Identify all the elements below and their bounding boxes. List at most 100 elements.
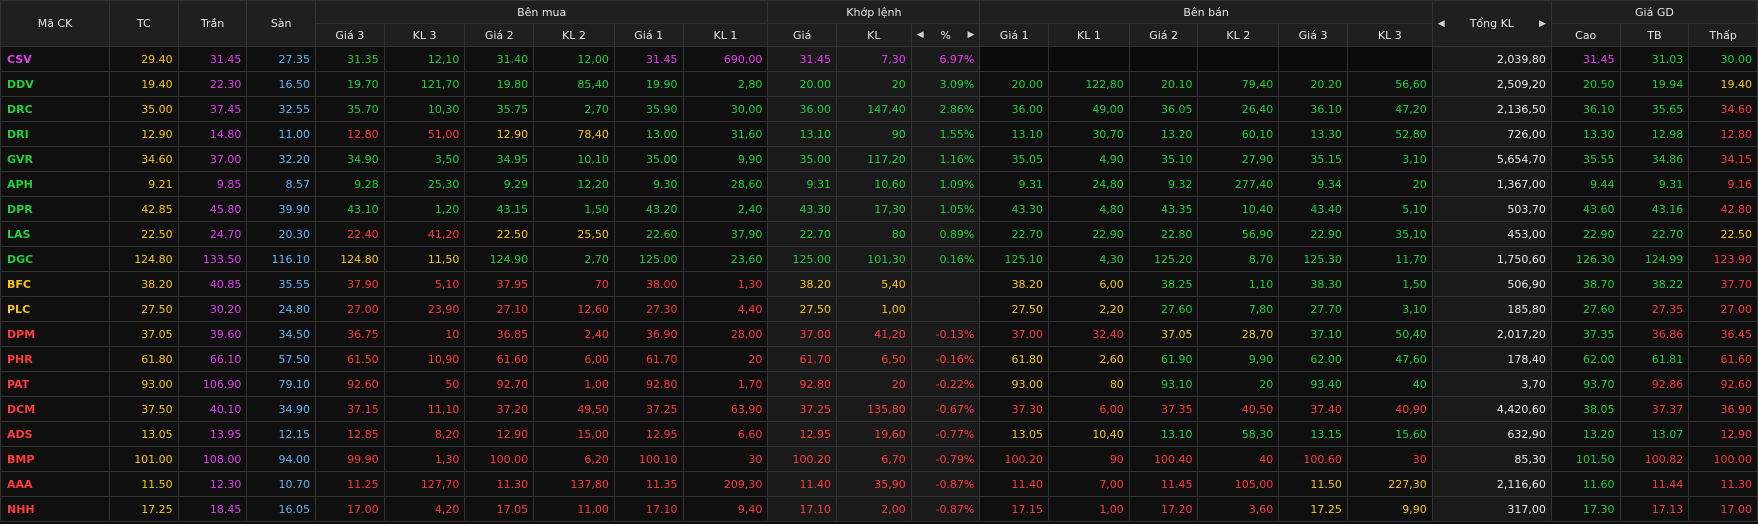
sell-3-volume-cell: 50,40 (1346, 321, 1433, 347)
table-row[interactable]: DPM 37.05 39.60 34.50 36.75 10 36.85 2,40 36.90 2… (0, 321, 1758, 347)
header-tran[interactable]: Trần (177, 0, 248, 47)
header-tb[interactable]: TB (1619, 23, 1690, 47)
buy-1-volume-cell: 2,40 (682, 196, 769, 222)
symbol-cell[interactable]: DRI (0, 121, 111, 147)
symbol-cell[interactable]: DRC (0, 96, 111, 122)
high-price-cell: 17.30 (1550, 496, 1621, 522)
header-cao[interactable]: Cao (1550, 23, 1621, 47)
symbol-cell[interactable]: AAA (0, 471, 111, 497)
header-buy-gia3[interactable]: Giá 3 (315, 23, 385, 47)
table-row[interactable]: DRC 35.00 37.45 32.55 35.70 10,30 35.75 2,70 35.… (0, 96, 1758, 122)
header-tong-kl[interactable]: ◀ Tổng KL ▶ (1431, 0, 1552, 47)
high-price-cell: 101.50 (1550, 446, 1621, 472)
table-row[interactable]: GVR 34.60 37.00 32.20 34.90 3,50 34.95 10,10 35.… (0, 146, 1758, 172)
caret-left-icon[interactable]: ◀ (1437, 18, 1445, 29)
symbol-cell[interactable]: DPM (0, 321, 111, 347)
table-row[interactable]: DCM 37.50 40.10 34.90 37.15 11,10 37.20 49,50 37… (0, 396, 1758, 422)
caret-right-icon[interactable]: ▶ (1538, 18, 1546, 29)
sell-3-volume-cell: 47,20 (1346, 96, 1433, 122)
match-price-cell: 22.70 (767, 221, 837, 247)
match-volume-cell: 19,60 (836, 421, 912, 447)
ref-price-cell: 38.20 (109, 271, 179, 297)
symbol-cell[interactable]: GVR (0, 146, 111, 172)
header-ma-ck[interactable]: Mã CK (0, 0, 111, 47)
symbol-cell[interactable]: ADS (0, 421, 111, 447)
avg-price-cell: 34.86 (1619, 146, 1690, 172)
match-change-pct-cell: 6.97% (910, 46, 981, 72)
symbol-cell[interactable]: DCM (0, 396, 111, 422)
table-row[interactable]: PHR 61.80 66.10 57.50 61.50 10,90 61.60 6,00 61.… (0, 346, 1758, 372)
buy-3-price-cell: 99.90 (315, 446, 385, 472)
table-row[interactable]: BFC 38.20 40.85 35.55 37.90 5,10 37.95 70 38.00 1… (0, 271, 1758, 297)
symbol-cell[interactable]: PAT (0, 371, 111, 397)
header-buy-kl1[interactable]: KL 1 (682, 23, 769, 47)
symbol-cell[interactable]: PHR (0, 346, 111, 372)
table-row[interactable]: DPR 42.85 45.80 39.90 43.10 1,20 43.15 1,50 43.2… (0, 196, 1758, 222)
symbol-cell[interactable]: APH (0, 171, 111, 197)
header-sell-gia2[interactable]: Giá 2 (1128, 23, 1199, 47)
header-buy-gia2[interactable]: Giá 2 (464, 23, 535, 47)
table-row[interactable]: DRI 12.90 14.80 11.00 12.80 51,00 12.90 78,40 13… (0, 121, 1758, 147)
avg-price-cell: 31.03 (1619, 46, 1690, 72)
table-row[interactable]: APH 9.21 9.85 8.57 9.28 25,30 9.29 12,20 9.30 28,… (0, 171, 1758, 197)
sell-1-volume-cell: 2,20 (1048, 296, 1130, 322)
floor-price-cell: 16.05 (246, 496, 316, 522)
symbol-cell[interactable]: DGC (0, 246, 111, 272)
total-volume-cell: 1,367,00 (1431, 171, 1552, 197)
header-match-kl[interactable]: KL (836, 23, 912, 47)
match-volume-cell: 6,70 (836, 446, 912, 472)
symbol-cell[interactable]: LAS (0, 221, 111, 247)
match-price-cell: 92.80 (767, 371, 837, 397)
table-row[interactable]: PLC 27.50 30.20 24.80 27.00 23,90 27.10 12,60 27… (0, 296, 1758, 322)
symbol-cell[interactable]: BMP (0, 446, 111, 472)
symbol-cell[interactable]: DDV (0, 71, 111, 97)
header-match-gia[interactable]: Giá (767, 23, 837, 47)
floor-price-cell: 39.90 (246, 196, 316, 222)
table-row[interactable]: DGC 124.80 133.50 116.10 124.80 11,50 124.90 2,… (0, 246, 1758, 272)
total-volume-cell: 85,30 (1431, 446, 1552, 472)
symbol-cell[interactable]: PLC (0, 296, 111, 322)
header-sell-kl1[interactable]: KL 1 (1048, 23, 1130, 47)
table-row[interactable]: ADS 13.05 13.95 12.15 12.85 8,20 12.90 15,00 12.… (0, 421, 1758, 447)
table-row[interactable]: PAT 93.00 106.90 79.10 92.60 50 92.70 1,00 92.80… (0, 371, 1758, 397)
header-sell-kl2[interactable]: KL 2 (1197, 23, 1280, 47)
caret-right-icon[interactable]: ▶ (967, 30, 975, 40)
header-san[interactable]: Sàn (246, 0, 316, 47)
header-thap[interactable]: Thấp (1688, 23, 1758, 47)
total-volume-cell: 3,70 (1431, 371, 1552, 397)
table-row[interactable]: AAA 11.50 12.30 10.70 11.25 127,70 11.30 137,80… (0, 471, 1758, 497)
header-sell-kl3[interactable]: KL 3 (1346, 23, 1433, 47)
header-sell-gia1[interactable]: Giá 1 (979, 23, 1050, 47)
sell-2-price-cell: 37.35 (1128, 396, 1199, 422)
sell-1-price-cell: 43.30 (979, 196, 1050, 222)
symbol-cell[interactable]: DPR (0, 196, 111, 222)
header-buy-gia1[interactable]: Giá 1 (613, 23, 684, 47)
buy-2-volume-cell: 6,00 (533, 346, 615, 372)
low-price-cell: 36.45 (1688, 321, 1758, 347)
ref-price-cell: 29.40 (109, 46, 179, 72)
table-row[interactable]: LAS 22.50 24.70 20.30 22.40 41,20 22.50 25,50 22… (0, 221, 1758, 247)
sell-3-volume-cell: 56,60 (1346, 71, 1433, 97)
header-buy-kl2[interactable]: KL 2 (533, 23, 615, 47)
table-row[interactable]: BMP 101.00 108.00 94.00 99.90 1,30 100.00 6,20 1… (0, 446, 1758, 472)
header-tc[interactable]: TC (109, 0, 179, 47)
symbol-cell[interactable]: NHH (0, 496, 111, 522)
header-buy-kl3[interactable]: KL 3 (383, 23, 466, 47)
buy-2-volume-cell: 2,70 (533, 246, 615, 272)
buy-2-volume-cell: 12,00 (533, 46, 615, 72)
buy-1-volume-cell: 28,00 (682, 321, 769, 347)
table-row[interactable]: DDV 19.40 22.30 16.50 19.70 121,70 19.80 85,40 1… (0, 71, 1758, 97)
sell-1-volume-cell: 22,90 (1048, 221, 1130, 247)
header-sell-gia3[interactable]: Giá 3 (1278, 23, 1348, 47)
symbol-cell[interactable]: BFC (0, 271, 111, 297)
symbol-cell[interactable]: CSV (0, 46, 111, 72)
table-row[interactable]: CSV 29.40 31.45 27.35 31.35 12,10 31.40 12,00 31… (0, 46, 1758, 72)
floor-price-cell: 20.30 (246, 221, 316, 247)
total-volume-cell: 2,136,50 (1431, 96, 1552, 122)
header-match-pct[interactable]: ◀ % ▶ (910, 23, 981, 47)
buy-1-volume-cell: 23,60 (682, 246, 769, 272)
table-row[interactable]: NHH 17.25 18.45 16.05 17.00 4,20 17.05 11,00 17.… (0, 496, 1758, 522)
caret-left-icon[interactable]: ◀ (916, 30, 924, 40)
sell-1-volume-cell: 122,80 (1048, 71, 1130, 97)
avg-price-cell: 22.70 (1619, 221, 1690, 247)
